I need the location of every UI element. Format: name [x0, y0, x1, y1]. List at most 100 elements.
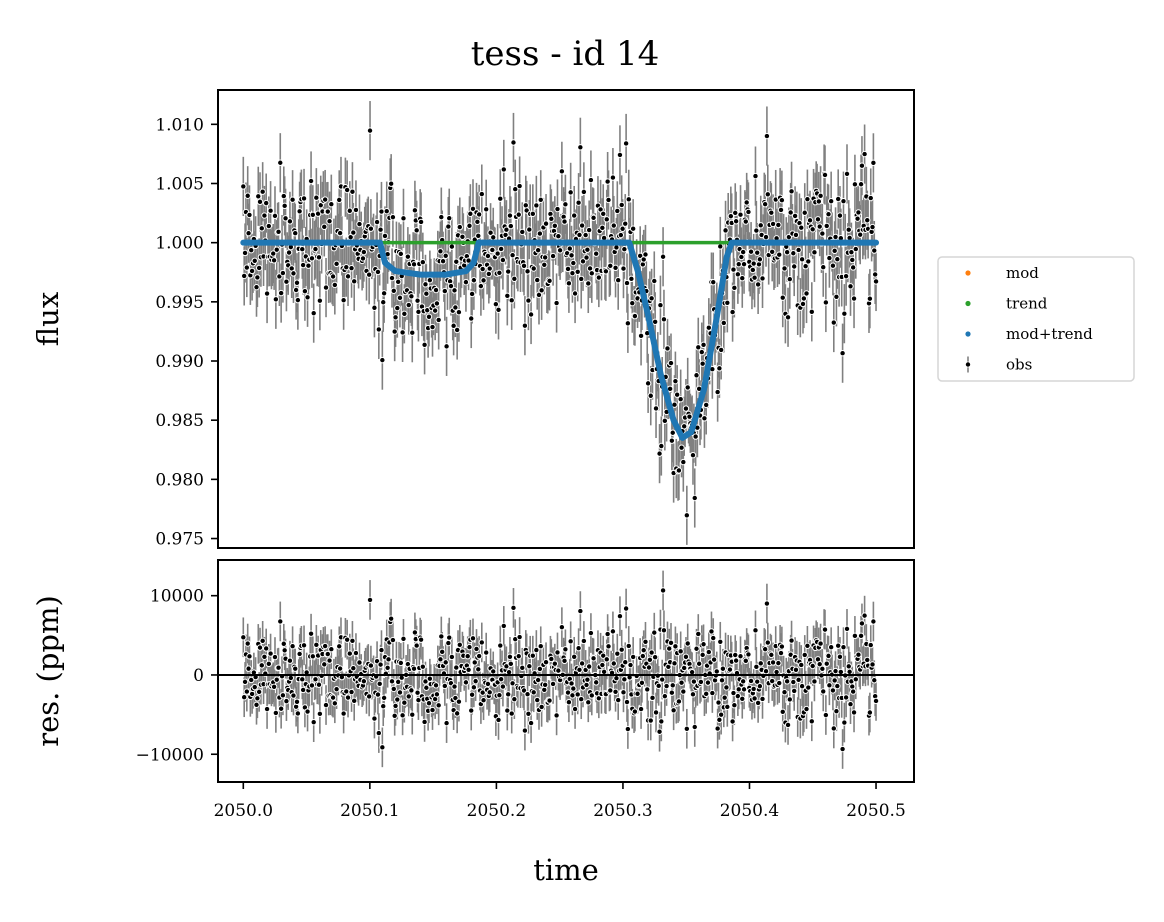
residual-point: [660, 627, 668, 634]
flux-observation-point: [604, 178, 611, 185]
time-x-axis-label: time: [533, 853, 599, 887]
residual-point: [709, 689, 716, 697]
residual-point: [497, 642, 504, 649]
flux-observation-point: [537, 196, 544, 203]
residual-point: [273, 676, 280, 683]
time-x-tick-label: 2050.5: [846, 801, 905, 821]
flux-observation-point: [739, 275, 746, 282]
flux-observation-point: [422, 281, 429, 288]
flux-observation-point: [648, 295, 655, 302]
residual-point: [524, 690, 531, 698]
residual-point: [240, 694, 248, 701]
residual-point: [308, 682, 316, 689]
residual-point: [438, 633, 445, 640]
flux-observation-point: [579, 258, 587, 265]
residual-point: [816, 660, 823, 668]
flux-observation-point: [600, 210, 607, 218]
residual-point: [603, 656, 610, 663]
residual-point: [637, 705, 645, 713]
legend-entries: mod trend mod+trend obs: [965, 264, 1093, 374]
flux-observation-point: [441, 287, 449, 295]
flux-observation-point: [754, 281, 762, 288]
flux-observation-point: [612, 264, 619, 272]
residual-point: [823, 660, 830, 667]
residual-point: [775, 659, 782, 667]
flux-observation-point: [541, 254, 549, 261]
residual-point: [286, 657, 294, 664]
flux-observation-point: [705, 324, 713, 331]
flux-observation-point: [815, 198, 823, 205]
residual-point: [600, 668, 608, 676]
flux-observation-point: [379, 356, 386, 364]
flux-observation-point: [656, 450, 663, 457]
flux-y-ticks: 0.975 0.980 0.985 0.990 0.995 1.000 1.005 1.010: [155, 115, 218, 550]
flux-observation-point: [869, 223, 876, 231]
residual-point: [737, 653, 744, 660]
flux-observation-point: [352, 206, 360, 214]
flux-observation-point: [631, 312, 639, 320]
residual-point: [443, 719, 450, 727]
flux-observation-point: [587, 176, 595, 184]
flux-observation-point: [680, 458, 687, 466]
residual-point: [833, 708, 840, 715]
flux-observation-point: [799, 300, 807, 308]
residual-point: [394, 678, 402, 686]
residual-point: [270, 683, 278, 690]
residual-point: [480, 697, 487, 704]
residual-point: [390, 685, 397, 693]
flux-observation-point: [575, 199, 582, 206]
flux-observation-point: [565, 280, 573, 287]
residual-point: [554, 649, 561, 656]
flux-observation-point: [377, 226, 384, 233]
flux-observation-point: [841, 310, 848, 317]
flux-observation-point: [750, 260, 757, 267]
flux-observation-point: [732, 218, 740, 225]
residual-point: [348, 688, 355, 696]
residual-point: [764, 639, 771, 646]
flux-observation-point: [574, 268, 581, 275]
residual-point: [622, 659, 629, 666]
residual-point: [834, 682, 841, 690]
residual-point: [584, 676, 591, 683]
flux-observation-point: [558, 168, 566, 175]
residual-point: [421, 718, 428, 726]
flux-observation-point: [331, 281, 339, 289]
flux-observation-point: [757, 222, 764, 229]
flux-observation-point: [301, 288, 309, 295]
flux-observation-point: [508, 297, 515, 304]
flux-observation-point: [651, 277, 658, 285]
residual-point: [307, 630, 315, 637]
flux-observation-point: [664, 345, 671, 352]
residual-point: [294, 710, 302, 717]
flux-observation-point: [521, 322, 529, 329]
residual-point: [710, 634, 717, 642]
residual-axes-frame: [217, 559, 915, 783]
flux-observation-point: [548, 215, 555, 222]
residual-point: [629, 653, 637, 661]
flux-observation-point: [462, 278, 470, 286]
residual-point: [336, 643, 343, 650]
residual-point: [564, 689, 572, 696]
residual-point: [575, 644, 582, 652]
residual-point: [475, 666, 482, 673]
flux-observation-point: [798, 256, 806, 263]
flux-observation-point: [275, 228, 282, 235]
flux-observation-point: [791, 212, 799, 220]
flux-observation-point: [397, 250, 405, 258]
flux-observation-point: [845, 226, 852, 233]
flux-observation-point: [577, 144, 584, 151]
flux-observation-point: [555, 232, 562, 240]
residual-point: [536, 665, 544, 673]
residual-point: [759, 695, 766, 703]
residual-point: [410, 665, 418, 672]
flux-observation-point: [392, 314, 399, 321]
residual-point: [290, 692, 297, 699]
residual-point: [328, 646, 335, 653]
residual-point: [558, 623, 566, 631]
residual-point: [574, 691, 581, 698]
flux-observation-point: [530, 265, 537, 272]
residual-point: [548, 655, 555, 663]
flux-observation-point: [516, 182, 523, 190]
flux-observation-point: [620, 265, 627, 272]
residual-point: [511, 695, 518, 703]
